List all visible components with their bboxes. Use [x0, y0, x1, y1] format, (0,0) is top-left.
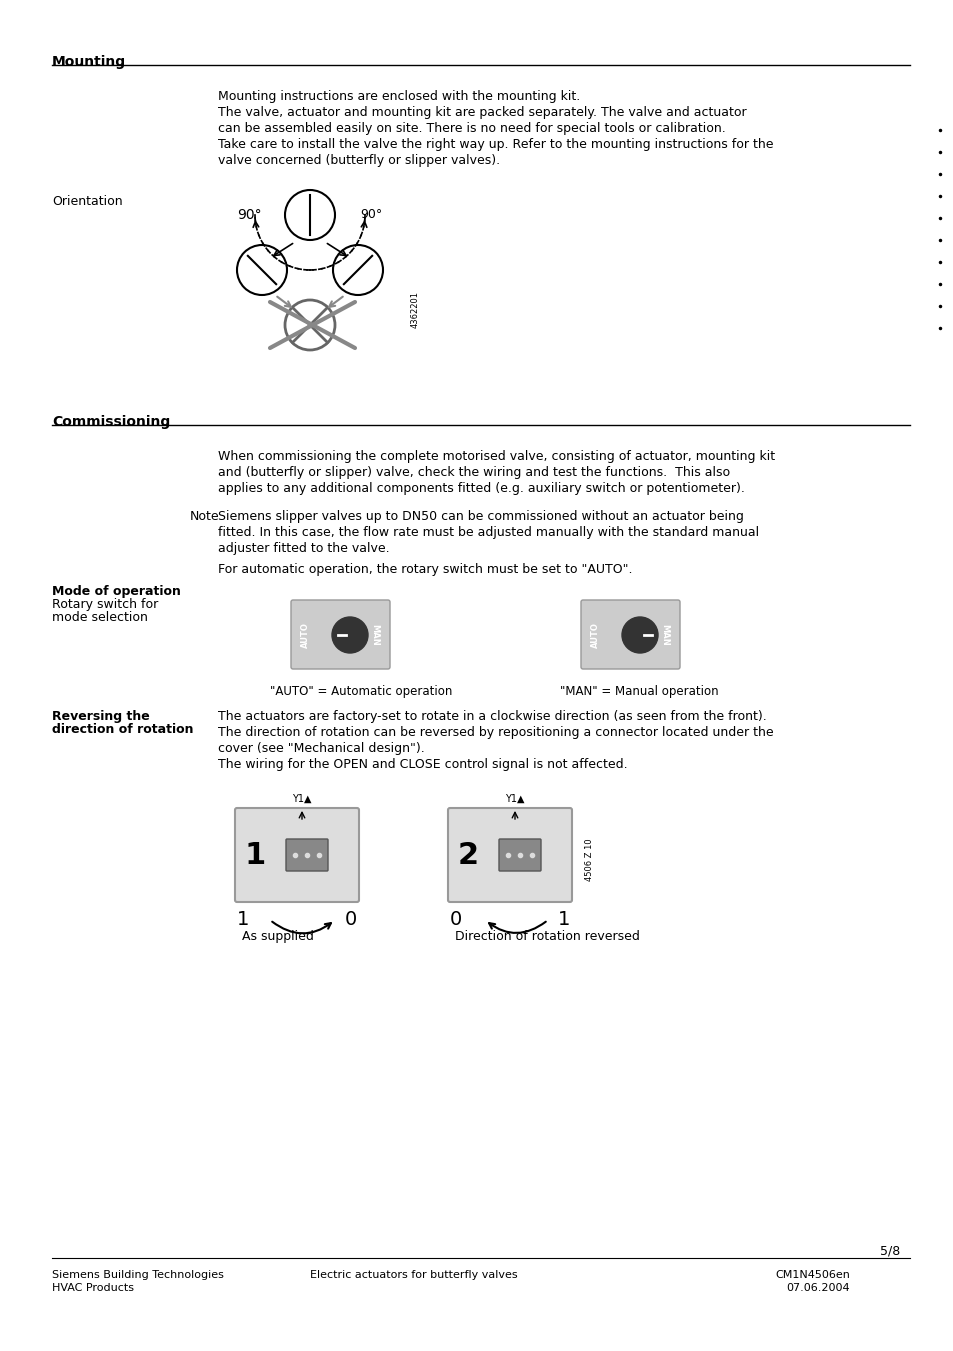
Text: Y1▲: Y1▲ — [505, 794, 524, 804]
Text: The direction of rotation can be reversed by repositioning a connector located u: The direction of rotation can be reverse… — [218, 725, 773, 739]
Text: "AUTO" = Automatic operation: "AUTO" = Automatic operation — [270, 685, 452, 698]
Text: MAN: MAN — [370, 624, 379, 646]
Text: Orientation: Orientation — [52, 195, 123, 208]
Text: Y1▲: Y1▲ — [292, 794, 312, 804]
Text: When commissioning the complete motorised valve, consisting of actuator, mountin: When commissioning the complete motorise… — [218, 450, 774, 463]
Text: 0: 0 — [450, 911, 462, 929]
Text: 07.06.2004: 07.06.2004 — [785, 1283, 849, 1293]
Text: valve concerned (butterfly or slipper valves).: valve concerned (butterfly or slipper va… — [218, 154, 499, 168]
Text: can be assembled easily on site. There is no need for special tools or calibrati: can be assembled easily on site. There i… — [218, 122, 725, 135]
Text: Mounting: Mounting — [52, 55, 126, 69]
Text: mode selection: mode selection — [52, 611, 148, 624]
FancyBboxPatch shape — [448, 808, 572, 902]
Text: The wiring for the OPEN and CLOSE control signal is not affected.: The wiring for the OPEN and CLOSE contro… — [218, 758, 627, 771]
FancyBboxPatch shape — [498, 839, 540, 871]
Text: fitted. In this case, the flow rate must be adjusted manually with the standard : fitted. In this case, the flow rate must… — [218, 526, 759, 539]
Text: 0: 0 — [345, 911, 356, 929]
Text: For automatic operation, the rotary switch must be set to "AUTO".: For automatic operation, the rotary swit… — [218, 563, 632, 576]
Circle shape — [332, 617, 368, 653]
Text: HVAC Products: HVAC Products — [52, 1283, 133, 1293]
Text: and (butterfly or slipper) valve, check the wiring and test the functions.  This: and (butterfly or slipper) valve, check … — [218, 466, 729, 480]
Text: 1: 1 — [244, 840, 265, 870]
Circle shape — [621, 617, 658, 653]
Text: Siemens slipper valves up to DN50 can be commissioned without an actuator being: Siemens slipper valves up to DN50 can be… — [218, 509, 743, 523]
Text: 90°: 90° — [236, 208, 261, 222]
FancyBboxPatch shape — [580, 600, 679, 669]
Text: Take care to install the valve the right way up. Refer to the mounting instructi: Take care to install the valve the right… — [218, 138, 773, 151]
Text: Commissioning: Commissioning — [52, 415, 170, 430]
Text: 5/8: 5/8 — [879, 1246, 900, 1258]
Text: Note: Note — [190, 509, 219, 523]
Text: The valve, actuator and mounting kit are packed separately. The valve and actuat: The valve, actuator and mounting kit are… — [218, 105, 746, 119]
Text: Reversing the: Reversing the — [52, 711, 150, 723]
Text: adjuster fitted to the valve.: adjuster fitted to the valve. — [218, 542, 389, 555]
FancyBboxPatch shape — [234, 808, 358, 902]
Text: 4506 Z 10: 4506 Z 10 — [585, 839, 594, 881]
Text: CM1N4506en: CM1N4506en — [774, 1270, 849, 1279]
Text: As supplied: As supplied — [242, 929, 314, 943]
Text: 1: 1 — [558, 911, 570, 929]
Text: Mode of operation: Mode of operation — [52, 585, 181, 598]
Text: Mounting instructions are enclosed with the mounting kit.: Mounting instructions are enclosed with … — [218, 91, 579, 103]
Text: applies to any additional components fitted (e.g. auxiliary switch or potentiome: applies to any additional components fit… — [218, 482, 744, 494]
Text: 1: 1 — [236, 911, 249, 929]
Text: 2: 2 — [456, 840, 478, 870]
Text: 90°: 90° — [359, 208, 382, 222]
Text: direction of rotation: direction of rotation — [52, 723, 193, 736]
Text: 4362201: 4362201 — [410, 292, 419, 328]
Text: Electric actuators for butterfly valves: Electric actuators for butterfly valves — [310, 1270, 517, 1279]
FancyBboxPatch shape — [286, 839, 328, 871]
Text: MAN: MAN — [659, 624, 669, 646]
Text: AUTO: AUTO — [300, 621, 309, 648]
Text: cover (see "Mechanical design").: cover (see "Mechanical design"). — [218, 742, 424, 755]
FancyBboxPatch shape — [291, 600, 390, 669]
Text: Siemens Building Technologies: Siemens Building Technologies — [52, 1270, 224, 1279]
Text: Rotary switch for: Rotary switch for — [52, 598, 158, 611]
Text: The actuators are factory-set to rotate in a clockwise direction (as seen from t: The actuators are factory-set to rotate … — [218, 711, 766, 723]
Text: AUTO: AUTO — [590, 621, 598, 648]
Text: Direction of rotation reversed: Direction of rotation reversed — [455, 929, 639, 943]
Text: "MAN" = Manual operation: "MAN" = Manual operation — [559, 685, 718, 698]
